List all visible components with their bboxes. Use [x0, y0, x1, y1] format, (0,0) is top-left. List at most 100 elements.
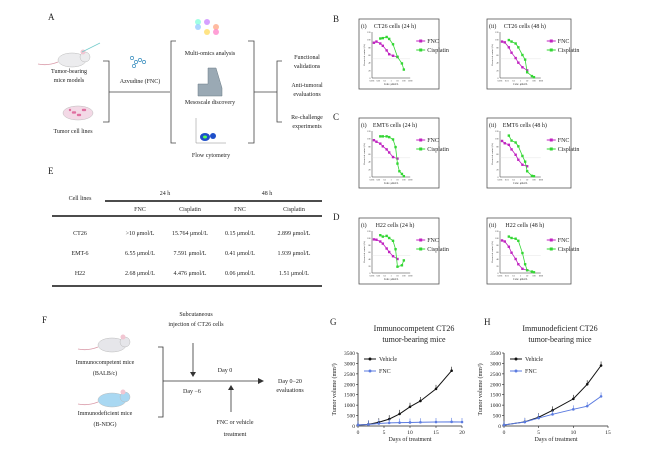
- data-point: [375, 238, 378, 241]
- y-tick-label: 120: [495, 32, 499, 34]
- x-tick-label: 0.01: [376, 81, 380, 83]
- data-point: [379, 240, 382, 243]
- y-tick-label: 60: [496, 55, 499, 57]
- timeline-axis: [158, 346, 258, 418]
- y-tick-label: 80: [368, 47, 371, 49]
- data-point: [398, 412, 401, 416]
- legend-marker: [549, 247, 553, 251]
- data-point: [402, 259, 406, 262]
- chart-frame: [358, 18, 440, 90]
- mouse-group-label: Immunocompetent mice: [76, 360, 135, 366]
- data-point: [551, 413, 554, 416]
- model-label: Tumor cell lines: [53, 129, 93, 135]
- table-cell: 2.899 μmol/L: [278, 231, 311, 237]
- y-tick-label: 100: [367, 139, 371, 141]
- legend-label: FNC: [427, 138, 439, 144]
- data-point: [394, 248, 397, 251]
- data-point: [521, 251, 524, 255]
- data-point: [572, 408, 575, 411]
- x-tick-label: 0.1: [512, 180, 515, 182]
- subpanel-label: (ii): [489, 122, 496, 129]
- y-tick-label: 80: [368, 245, 371, 247]
- x-tick-label: 0: [357, 430, 360, 436]
- table-header: Cell lines: [69, 196, 92, 202]
- data-point: [398, 170, 401, 173]
- x-tick-label: 1000: [539, 81, 544, 83]
- mouse-group-label: (B-NDG): [94, 421, 117, 428]
- data-point: [517, 61, 520, 64]
- data-point: [530, 174, 534, 178]
- legend-label: FNC: [379, 369, 391, 375]
- table-cell: 6.55 μmol/L: [125, 251, 155, 257]
- x-tick-label: 0.01: [376, 276, 380, 278]
- y-tick-label: 0: [497, 177, 499, 179]
- evaluation-label: Day 0−20: [278, 379, 302, 385]
- subpanel-label: (ii): [489, 222, 496, 229]
- data-point: [391, 138, 395, 141]
- chart-title: tumor-bearing mice: [528, 335, 592, 344]
- data-point: [381, 36, 385, 40]
- table-cell: 0.15 μmol/L: [225, 231, 255, 237]
- legend-label: FNC: [558, 238, 570, 244]
- x-tick-label: 100: [532, 81, 536, 83]
- injection-label: Subcutaneous: [179, 312, 213, 318]
- data-point: [525, 170, 529, 173]
- x-tick-label: 100: [402, 180, 406, 182]
- legend-label: FNC: [427, 39, 439, 45]
- y-axis-label: Tumor volume (mm³): [477, 363, 484, 415]
- y-tick-label: 3000: [344, 361, 355, 367]
- subpanel-label: (ii): [489, 23, 496, 30]
- data-point: [408, 421, 412, 424]
- y-tick-label: 2500: [344, 372, 355, 378]
- y-tick-label: 80: [496, 47, 499, 49]
- x-tick-label: 0.01: [376, 180, 380, 182]
- data-point: [500, 40, 504, 43]
- data-point: [396, 265, 399, 268]
- tsne-plot-icon: [195, 19, 219, 35]
- x-tick-label: 10: [526, 180, 529, 182]
- x-tick-label: 0.1: [383, 81, 386, 83]
- evaluation-label: evaluations: [276, 388, 304, 394]
- data-point: [377, 422, 381, 425]
- data-point: [507, 143, 511, 146]
- data-point: [525, 165, 529, 168]
- y-tick-label: 60: [368, 252, 371, 254]
- x-axis-label: Conc. μmol/L: [384, 83, 399, 86]
- x-tick-label: 0.1: [383, 180, 386, 182]
- data-point: [396, 55, 399, 59]
- x-tick-label: 15: [605, 430, 611, 436]
- x-tick-label: 0.001: [498, 276, 503, 278]
- data-point: [375, 40, 378, 43]
- y-axis-label: Percent of control (%): [363, 44, 366, 66]
- injection-label: injection of CT26 cells: [168, 321, 224, 328]
- legend-label: Vehicle: [379, 357, 397, 363]
- method-label: Multi-omics analysis: [185, 51, 236, 57]
- data-point: [514, 141, 517, 144]
- chart-title: H22 cells (48 h): [505, 222, 544, 229]
- data-point: [514, 237, 517, 240]
- y-axis-label: Percent of control (%): [363, 143, 366, 165]
- method-label: Flow cytometry: [192, 153, 230, 159]
- y-axis-label: Percent of control (%): [363, 241, 366, 263]
- data-point: [396, 157, 399, 160]
- table-subheader: FNC: [234, 207, 246, 213]
- outcome-label: validations: [294, 64, 321, 70]
- x-tick-label: 10: [526, 276, 529, 278]
- subpanel-label: (i): [361, 122, 367, 129]
- x-tick-label: 1000: [408, 180, 413, 182]
- x-tick-label: 0.001: [498, 180, 503, 182]
- data-point: [532, 175, 536, 178]
- y-tick-label: 2500: [490, 372, 501, 378]
- data-point: [419, 420, 422, 424]
- series-line-cisplatin: [380, 135, 405, 177]
- y-tick-label: 1500: [490, 393, 501, 399]
- drug-label: Azvudine (FNC): [120, 78, 161, 85]
- data-point: [387, 135, 391, 139]
- data-point: [396, 162, 399, 165]
- chart-frame: [486, 117, 572, 189]
- legend-marker: [549, 39, 553, 43]
- y-tick-label: 0: [352, 424, 355, 430]
- y-axis-label: Tumor volume (mm³): [331, 363, 338, 415]
- outcome-label: Anti-tumoral: [291, 83, 323, 89]
- data-point: [500, 239, 504, 242]
